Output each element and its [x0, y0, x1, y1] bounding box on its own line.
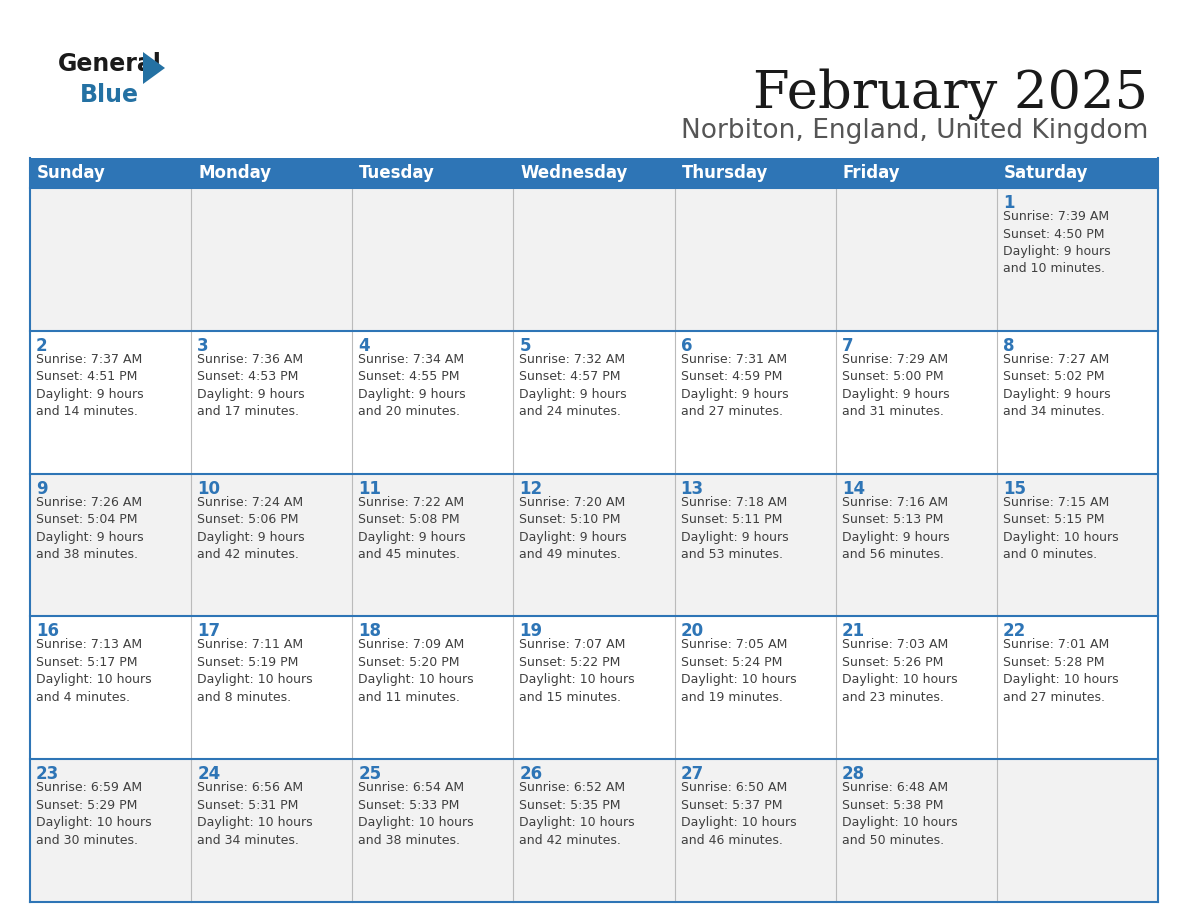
- Text: Sunrise: 7:24 AM
Sunset: 5:06 PM
Daylight: 9 hours
and 42 minutes.: Sunrise: 7:24 AM Sunset: 5:06 PM Dayligh…: [197, 496, 305, 561]
- Text: Sunrise: 7:07 AM
Sunset: 5:22 PM
Daylight: 10 hours
and 15 minutes.: Sunrise: 7:07 AM Sunset: 5:22 PM Dayligh…: [519, 638, 636, 704]
- Bar: [30, 158, 1158, 188]
- Text: Sunrise: 7:26 AM
Sunset: 5:04 PM
Daylight: 9 hours
and 38 minutes.: Sunrise: 7:26 AM Sunset: 5:04 PM Dayligh…: [36, 496, 144, 561]
- Text: Sunrise: 7:27 AM
Sunset: 5:02 PM
Daylight: 9 hours
and 34 minutes.: Sunrise: 7:27 AM Sunset: 5:02 PM Dayligh…: [1003, 353, 1111, 419]
- Text: Sunrise: 7:18 AM
Sunset: 5:11 PM
Daylight: 9 hours
and 53 minutes.: Sunrise: 7:18 AM Sunset: 5:11 PM Dayligh…: [681, 496, 788, 561]
- Text: 22: 22: [1003, 622, 1026, 641]
- Text: 26: 26: [519, 766, 543, 783]
- Text: 18: 18: [359, 622, 381, 641]
- Text: 10: 10: [197, 479, 220, 498]
- Text: Sunrise: 7:11 AM
Sunset: 5:19 PM
Daylight: 10 hours
and 8 minutes.: Sunrise: 7:11 AM Sunset: 5:19 PM Dayligh…: [197, 638, 312, 704]
- Text: Wednesday: Wednesday: [520, 164, 627, 182]
- Text: 11: 11: [359, 479, 381, 498]
- Text: Sunrise: 6:50 AM
Sunset: 5:37 PM
Daylight: 10 hours
and 46 minutes.: Sunrise: 6:50 AM Sunset: 5:37 PM Dayligh…: [681, 781, 796, 846]
- Text: Sunrise: 7:39 AM
Sunset: 4:50 PM
Daylight: 9 hours
and 10 minutes.: Sunrise: 7:39 AM Sunset: 4:50 PM Dayligh…: [1003, 210, 1111, 275]
- Text: 25: 25: [359, 766, 381, 783]
- Bar: [30, 759, 1158, 902]
- Text: Saturday: Saturday: [1004, 164, 1088, 182]
- Text: Tuesday: Tuesday: [359, 164, 435, 182]
- Text: 5: 5: [519, 337, 531, 354]
- Text: 9: 9: [36, 479, 48, 498]
- Polygon shape: [143, 52, 165, 84]
- Text: 19: 19: [519, 622, 543, 641]
- Text: Sunrise: 7:01 AM
Sunset: 5:28 PM
Daylight: 10 hours
and 27 minutes.: Sunrise: 7:01 AM Sunset: 5:28 PM Dayligh…: [1003, 638, 1118, 704]
- Text: Sunrise: 7:16 AM
Sunset: 5:13 PM
Daylight: 9 hours
and 56 minutes.: Sunrise: 7:16 AM Sunset: 5:13 PM Dayligh…: [842, 496, 949, 561]
- Text: 23: 23: [36, 766, 59, 783]
- Text: 6: 6: [681, 337, 693, 354]
- Text: Sunrise: 7:32 AM
Sunset: 4:57 PM
Daylight: 9 hours
and 24 minutes.: Sunrise: 7:32 AM Sunset: 4:57 PM Dayligh…: [519, 353, 627, 419]
- Text: Sunrise: 6:52 AM
Sunset: 5:35 PM
Daylight: 10 hours
and 42 minutes.: Sunrise: 6:52 AM Sunset: 5:35 PM Dayligh…: [519, 781, 636, 846]
- Text: Sunrise: 7:37 AM
Sunset: 4:51 PM
Daylight: 9 hours
and 14 minutes.: Sunrise: 7:37 AM Sunset: 4:51 PM Dayligh…: [36, 353, 144, 419]
- Text: Thursday: Thursday: [682, 164, 767, 182]
- Text: Sunrise: 6:56 AM
Sunset: 5:31 PM
Daylight: 10 hours
and 34 minutes.: Sunrise: 6:56 AM Sunset: 5:31 PM Dayligh…: [197, 781, 312, 846]
- Text: 3: 3: [197, 337, 209, 354]
- Bar: [30, 188, 1158, 330]
- Text: 16: 16: [36, 622, 59, 641]
- Text: 13: 13: [681, 479, 703, 498]
- Text: Sunrise: 7:03 AM
Sunset: 5:26 PM
Daylight: 10 hours
and 23 minutes.: Sunrise: 7:03 AM Sunset: 5:26 PM Dayligh…: [842, 638, 958, 704]
- Text: Sunrise: 6:59 AM
Sunset: 5:29 PM
Daylight: 10 hours
and 30 minutes.: Sunrise: 6:59 AM Sunset: 5:29 PM Dayligh…: [36, 781, 152, 846]
- Text: 27: 27: [681, 766, 703, 783]
- Text: February 2025: February 2025: [753, 68, 1148, 119]
- Text: Monday: Monday: [198, 164, 271, 182]
- Text: 8: 8: [1003, 337, 1015, 354]
- Text: Sunrise: 7:34 AM
Sunset: 4:55 PM
Daylight: 9 hours
and 20 minutes.: Sunrise: 7:34 AM Sunset: 4:55 PM Dayligh…: [359, 353, 466, 419]
- Text: Sunrise: 6:48 AM
Sunset: 5:38 PM
Daylight: 10 hours
and 50 minutes.: Sunrise: 6:48 AM Sunset: 5:38 PM Dayligh…: [842, 781, 958, 846]
- Text: Blue: Blue: [80, 83, 139, 107]
- Text: Sunrise: 7:09 AM
Sunset: 5:20 PM
Daylight: 10 hours
and 11 minutes.: Sunrise: 7:09 AM Sunset: 5:20 PM Dayligh…: [359, 638, 474, 704]
- Bar: [30, 616, 1158, 759]
- Text: 17: 17: [197, 622, 220, 641]
- Text: 14: 14: [842, 479, 865, 498]
- Text: 7: 7: [842, 337, 853, 354]
- Text: Sunrise: 7:36 AM
Sunset: 4:53 PM
Daylight: 9 hours
and 17 minutes.: Sunrise: 7:36 AM Sunset: 4:53 PM Dayligh…: [197, 353, 305, 419]
- Text: Sunrise: 7:13 AM
Sunset: 5:17 PM
Daylight: 10 hours
and 4 minutes.: Sunrise: 7:13 AM Sunset: 5:17 PM Dayligh…: [36, 638, 152, 704]
- Text: Sunrise: 7:15 AM
Sunset: 5:15 PM
Daylight: 10 hours
and 0 minutes.: Sunrise: 7:15 AM Sunset: 5:15 PM Dayligh…: [1003, 496, 1118, 561]
- Text: 20: 20: [681, 622, 703, 641]
- Text: Sunrise: 7:29 AM
Sunset: 5:00 PM
Daylight: 9 hours
and 31 minutes.: Sunrise: 7:29 AM Sunset: 5:00 PM Dayligh…: [842, 353, 949, 419]
- Text: 15: 15: [1003, 479, 1026, 498]
- Bar: [30, 330, 1158, 474]
- Text: Friday: Friday: [842, 164, 901, 182]
- Text: Sunday: Sunday: [37, 164, 106, 182]
- Text: 4: 4: [359, 337, 369, 354]
- Text: 1: 1: [1003, 194, 1015, 212]
- Text: Sunrise: 7:05 AM
Sunset: 5:24 PM
Daylight: 10 hours
and 19 minutes.: Sunrise: 7:05 AM Sunset: 5:24 PM Dayligh…: [681, 638, 796, 704]
- Bar: [30, 474, 1158, 616]
- Text: 2: 2: [36, 337, 48, 354]
- Text: General: General: [58, 52, 162, 76]
- Text: Sunrise: 7:31 AM
Sunset: 4:59 PM
Daylight: 9 hours
and 27 minutes.: Sunrise: 7:31 AM Sunset: 4:59 PM Dayligh…: [681, 353, 788, 419]
- Text: 24: 24: [197, 766, 221, 783]
- Text: Sunrise: 7:22 AM
Sunset: 5:08 PM
Daylight: 9 hours
and 45 minutes.: Sunrise: 7:22 AM Sunset: 5:08 PM Dayligh…: [359, 496, 466, 561]
- Text: Norbiton, England, United Kingdom: Norbiton, England, United Kingdom: [681, 118, 1148, 144]
- Text: Sunrise: 7:20 AM
Sunset: 5:10 PM
Daylight: 9 hours
and 49 minutes.: Sunrise: 7:20 AM Sunset: 5:10 PM Dayligh…: [519, 496, 627, 561]
- Text: Sunrise: 6:54 AM
Sunset: 5:33 PM
Daylight: 10 hours
and 38 minutes.: Sunrise: 6:54 AM Sunset: 5:33 PM Dayligh…: [359, 781, 474, 846]
- Text: 28: 28: [842, 766, 865, 783]
- Text: 12: 12: [519, 479, 543, 498]
- Text: 21: 21: [842, 622, 865, 641]
